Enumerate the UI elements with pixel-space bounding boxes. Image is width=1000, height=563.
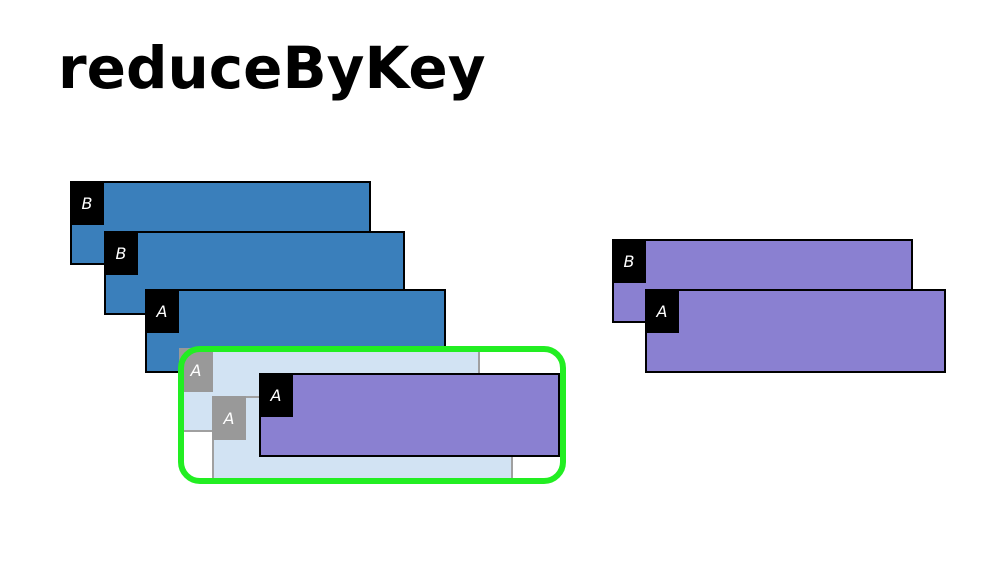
input-record-2-key: B [104, 231, 138, 275]
input-record-1-key: B [70, 181, 104, 225]
page-title: reduceByKey [58, 34, 486, 102]
reduce-highlight-box [178, 346, 566, 484]
reduced-record-key: A [259, 373, 293, 417]
merged-record-2-key: A [212, 396, 246, 440]
output-record-2 [645, 289, 946, 373]
output-record-2-key: A [645, 289, 679, 333]
output-record-1-key: B [612, 239, 646, 283]
reduced-record [259, 373, 560, 457]
input-record-3-key: A [145, 289, 179, 333]
